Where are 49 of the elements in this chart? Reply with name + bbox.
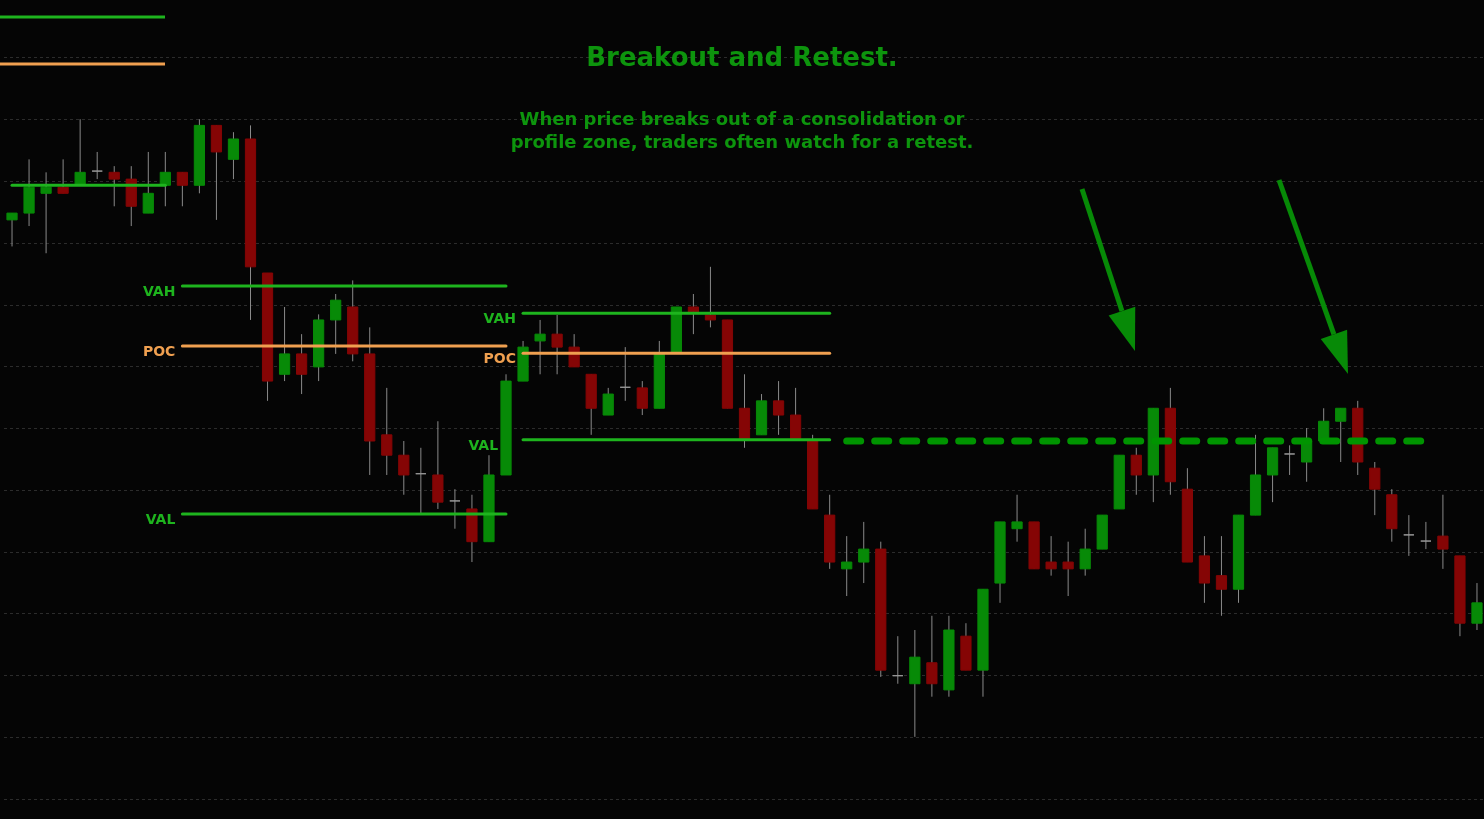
candlestick: [108, 165, 120, 207]
candlestick: [176, 171, 188, 207]
candlestick: [1215, 535, 1228, 617]
candlestick: [1283, 444, 1296, 476]
candlestick: [74, 118, 86, 186]
candlestick: [398, 440, 410, 496]
candlestick: [858, 521, 870, 584]
series-label: VAL: [145, 510, 176, 527]
series-label: VAL: [468, 436, 499, 453]
candlestick: [1062, 541, 1074, 597]
candlestick: [1471, 582, 1483, 631]
candlestick: [534, 319, 546, 375]
candlestick: [926, 615, 938, 698]
candlestick: [278, 306, 291, 382]
chart-title: Breakout and Retest.: [586, 42, 898, 72]
candlestick: [841, 535, 853, 597]
candlestick: [227, 131, 240, 180]
series-label: POC: [142, 342, 176, 359]
candlestick: [415, 447, 427, 514]
candlestick: [1011, 494, 1023, 543]
candlestick: [449, 488, 461, 530]
candlestick: [142, 151, 154, 214]
candlestick: [40, 171, 52, 254]
candlestick: [57, 158, 69, 194]
chart-subtitle: When price breaks out of a consolidation or profile zone, traders often watch for a retest.: [510, 108, 974, 152]
candlestick: [551, 314, 563, 375]
candlestick: [6, 212, 18, 247]
series-label: VAH: [142, 282, 176, 299]
candlestick: [1079, 528, 1091, 577]
candlestick: [1369, 461, 1381, 516]
candlestick: [1420, 521, 1432, 550]
candlestick: [772, 380, 785, 436]
candlestick: [704, 266, 717, 328]
candlestick: [1437, 494, 1449, 570]
candlestick: [381, 387, 393, 476]
candlestick: [1403, 514, 1415, 557]
series-label: VAH: [483, 310, 517, 327]
candlestick: [619, 346, 631, 402]
candlestick: [687, 293, 700, 335]
candlestick: [330, 293, 342, 355]
candlestick: [295, 333, 308, 395]
candlestick: [636, 380, 648, 416]
candlestick: [602, 387, 614, 416]
candlestick: [91, 151, 103, 180]
candlestick: [1130, 447, 1142, 496]
candlestick: [159, 151, 171, 207]
series-label: POC: [483, 350, 517, 367]
candlestick: [892, 635, 904, 685]
candlestick: [1045, 535, 1057, 577]
